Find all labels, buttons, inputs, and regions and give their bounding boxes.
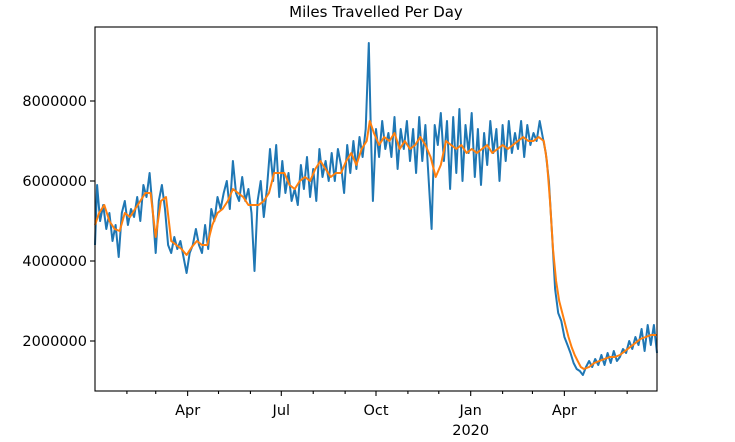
x-tick-label: Apr (552, 403, 577, 419)
chart-title: Miles Travelled Per Day (289, 3, 463, 21)
x-tick-label: Jul (272, 403, 291, 419)
x-tick-year-label: 2020 (452, 423, 489, 439)
series-line-1 (94, 42, 658, 376)
x-tick-label: Apr (175, 403, 200, 419)
series-line-2 (94, 120, 657, 370)
y-tick-label: 8000000 (22, 94, 87, 110)
ticks-layer: 2000000 4000000 6000000 8000000 Apr Jul Oct Jan… (22, 94, 628, 439)
y-tick-label: 4000000 (22, 254, 87, 270)
y-tick-label: 6000000 (22, 174, 87, 190)
plot-area-frame (94, 26, 658, 392)
x-tick-label: Jan (459, 403, 482, 419)
y-tick-label: 2000000 (22, 334, 87, 350)
x-tick-label: Oct (363, 403, 388, 419)
series-layer (94, 42, 658, 376)
